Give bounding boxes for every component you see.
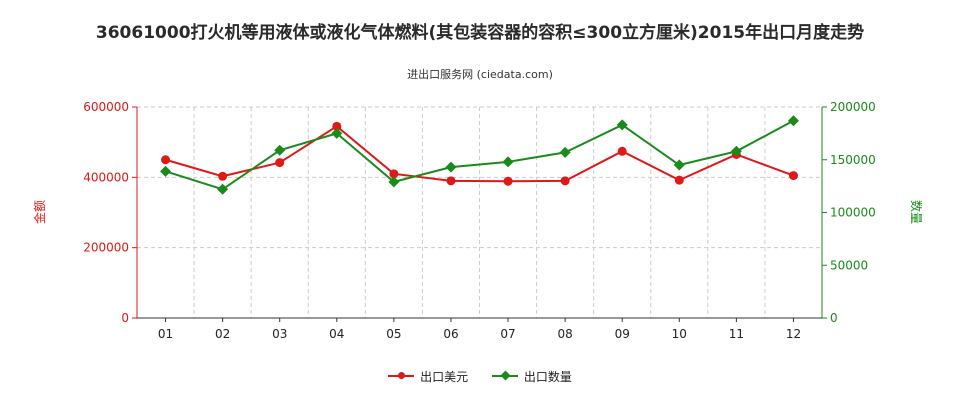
data-point-quantity xyxy=(502,156,514,168)
legend-item-amount[interactable]: 出口美元 xyxy=(388,368,468,385)
data-point-quantity xyxy=(730,145,742,157)
data-point-amount xyxy=(788,171,798,181)
x-tick-label: 05 xyxy=(386,327,401,341)
y-right-tick-label: 150000 xyxy=(830,153,876,167)
data-point-quantity xyxy=(559,146,571,158)
chart-title: 36061000打火机等用液体或液化气体燃料(其包装容器的容积≤300立方厘米)… xyxy=(95,23,865,43)
y-right-tick-label: 50000 xyxy=(830,258,868,272)
y-right-tick-label: 200000 xyxy=(830,100,876,114)
data-point-amount xyxy=(332,121,342,131)
x-tick-label: 07 xyxy=(500,327,515,341)
x-tick-label: 12 xyxy=(786,327,801,341)
data-point-amount xyxy=(446,176,456,186)
data-point-quantity xyxy=(160,165,172,177)
data-point-amount xyxy=(560,176,570,186)
legend: 出口美元 出口数量 xyxy=(0,366,960,385)
x-tick-label: 06 xyxy=(443,327,458,341)
data-point-amount xyxy=(218,171,228,181)
data-point-quantity xyxy=(673,159,685,171)
x-tick-label: 03 xyxy=(272,327,287,341)
y-right-tick-label: 0 xyxy=(830,311,838,325)
x-tick-label: 09 xyxy=(615,327,630,341)
data-point-quantity xyxy=(274,144,286,156)
series-line-amount xyxy=(165,125,794,183)
chart-subtitle: 进出口服务网 (ciedata.com) xyxy=(407,68,553,81)
data-point-quantity xyxy=(217,183,229,195)
y-left-tick-label: 400000 xyxy=(83,170,129,184)
data-point-quantity xyxy=(787,115,799,127)
x-tick-label: 02 xyxy=(215,327,230,341)
data-point-amount xyxy=(389,169,399,179)
y-right-tick-label: 100000 xyxy=(830,206,876,220)
legend-swatch-amount xyxy=(388,372,415,379)
data-point-amount xyxy=(674,175,684,185)
data-point-amount xyxy=(275,158,285,168)
data-point-amount xyxy=(161,155,171,165)
data-point-quantity xyxy=(616,119,628,131)
legend-label-quantity: 出口数量 xyxy=(523,369,572,384)
legend-label-amount: 出口美元 xyxy=(420,369,469,384)
x-tick-label: 08 xyxy=(557,327,572,341)
legend-item-quantity[interactable]: 出口数量 xyxy=(491,368,572,385)
y-left-axis-title: 金额 xyxy=(32,200,47,224)
data-point-amount xyxy=(617,146,627,156)
data-point-amount xyxy=(503,176,513,186)
y-right-axis-title: 数量 xyxy=(909,200,924,224)
legend-swatch-quantity xyxy=(491,370,518,381)
y-left-tick-label: 600000 xyxy=(83,100,129,114)
x-tick-label: 11 xyxy=(729,327,744,341)
y-left-tick-label: 0 xyxy=(121,311,129,325)
x-tick-label: 04 xyxy=(329,327,344,341)
data-point-quantity xyxy=(445,161,457,173)
data-point-quantity xyxy=(331,127,343,139)
x-tick-label: 01 xyxy=(158,327,173,341)
series-line-quantity xyxy=(165,119,794,191)
x-tick-label: 10 xyxy=(672,327,687,341)
data-point-quantity xyxy=(388,176,400,188)
y-left-tick-label: 200000 xyxy=(83,241,129,255)
